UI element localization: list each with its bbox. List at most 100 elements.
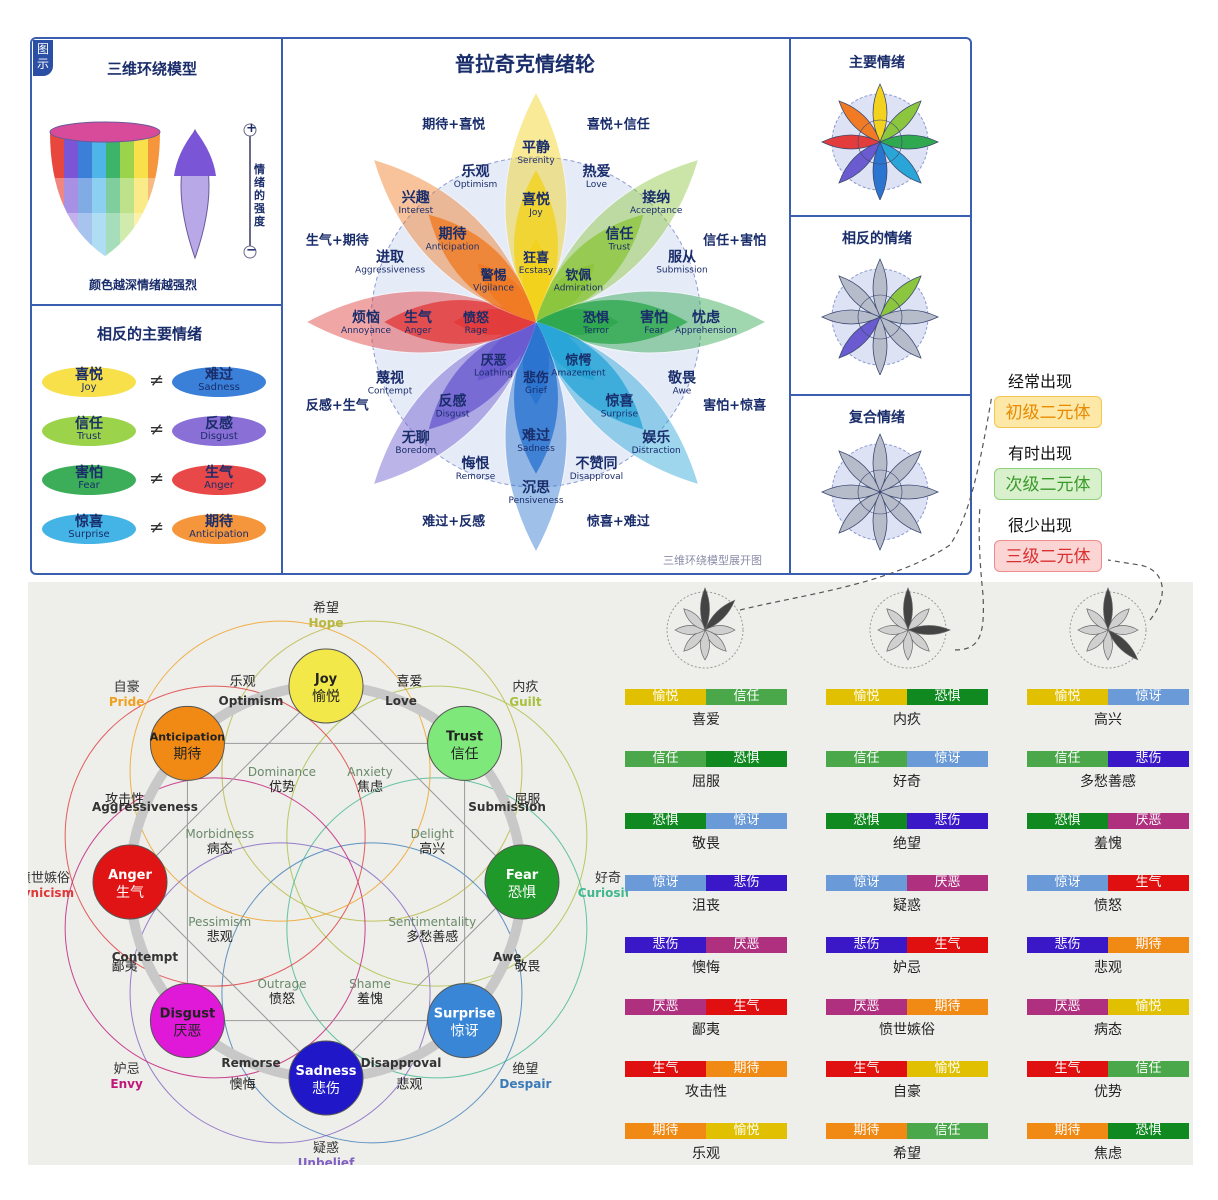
- emotion-chip: 厌恶: [1108, 813, 1189, 829]
- emotion-node-en: Fear: [506, 868, 539, 883]
- mini-petal: [879, 141, 922, 184]
- dyad-name: 喜爱: [692, 712, 720, 728]
- wheel-label-cn: 蔑视: [376, 369, 404, 386]
- wheel-label-cn: 烦恼: [352, 309, 380, 326]
- emotion-chip: 愉悦: [907, 1061, 988, 1077]
- dyad-pair-bar: 惊讶 生气: [1027, 875, 1189, 891]
- secondary-dyad-cn: 羞愧: [357, 991, 383, 1007]
- emotion-cn: 生气: [205, 465, 233, 481]
- tertiary-dyad-cn: 希望: [313, 600, 339, 616]
- dyad-name: 高兴: [1094, 712, 1122, 728]
- primary-dyad-cn: 敬畏: [514, 958, 540, 974]
- primary-dyad-en: Optimism: [219, 694, 284, 708]
- mini-petal: [879, 309, 939, 325]
- dyad-pair-bar: 信任 惊讶: [826, 751, 988, 767]
- emotion-cn: 害怕: [75, 465, 103, 481]
- dyad-name: 焦虑: [1094, 1146, 1122, 1162]
- wheel-label-en: Serenity: [517, 156, 555, 166]
- model3d-title: 三维环绕模型: [107, 60, 198, 78]
- wheel-label-en: Amazement: [551, 368, 606, 378]
- tertiary-dyad-circle: [286, 685, 588, 987]
- wheel-label-en: Admiration: [554, 284, 603, 294]
- emotion-chip: 恐惧: [625, 813, 706, 829]
- emotion-chip: 惊讶: [706, 813, 787, 829]
- emotion-node-cn: 生气: [116, 885, 144, 901]
- emotion-node-cn: 厌恶: [173, 1024, 201, 1040]
- emotion-chip: 惊讶: [907, 751, 988, 767]
- not-equal-sign: ≠: [149, 468, 165, 489]
- dyad-name: 内疚: [893, 712, 921, 728]
- secondary-dyad-cn: 高兴: [419, 841, 445, 857]
- dyad-pair-bar: 厌恶 生气: [625, 999, 787, 1015]
- dyad-name: 绝望: [893, 836, 921, 852]
- mini-ring: [857, 119, 903, 165]
- emotion-chip: 悲伤: [1027, 937, 1108, 953]
- petal-inner: [536, 322, 595, 381]
- dyad-name: 多愁善感: [1080, 774, 1136, 790]
- emotion-chip: 惊讶: [1108, 689, 1189, 705]
- mini-petal: [821, 134, 881, 150]
- dyad-pair-bar: 信任 悲伤: [1027, 751, 1189, 767]
- emotion-chip: 期待: [1027, 1123, 1108, 1139]
- emotion-chip: 恐惧: [1108, 1123, 1189, 1139]
- secondary-dyad-cn: 病态: [207, 842, 233, 857]
- emotion-chip: 期待: [625, 1123, 706, 1139]
- tertiary-dyad-en: Guilt: [509, 695, 542, 709]
- wheel-label-cn: 敬畏: [667, 369, 697, 386]
- emotion-chip: 期待: [706, 1061, 787, 1077]
- wheel-label-cn: 娱乐: [642, 429, 670, 446]
- emotion-cn: 难过: [205, 367, 233, 383]
- emotion-chip: 恐惧: [1027, 813, 1108, 829]
- panel-compound-title: 复合情绪: [849, 410, 905, 426]
- dyad-level-tag: 次级二元体: [994, 468, 1102, 500]
- wheel-label-cn: 警惕: [481, 268, 507, 284]
- mini-petal: [872, 83, 888, 143]
- emotion-en: Joy: [81, 382, 97, 393]
- emotion-node-en: Trust: [446, 729, 483, 744]
- primary-dyad-en: Submission: [468, 800, 546, 814]
- tertiary-dyad-en: Pride: [109, 695, 145, 709]
- fan-petal: [907, 608, 930, 631]
- emotion-chip: 愉悦: [625, 689, 706, 705]
- dyad-pair-bar: 恐惧 悲伤: [826, 813, 988, 829]
- opposite-emotion-oval: 期待 Anticipation: [172, 514, 266, 544]
- emotion-node: [427, 705, 503, 781]
- opposite-emotion-oval: 难过 Sadness: [172, 367, 266, 397]
- wheel-label-cn: 热爱: [582, 163, 610, 180]
- wheel-label-en: Loathing: [474, 368, 513, 378]
- wheel-label-en: Pensiveness: [508, 496, 563, 506]
- dyad-name: 乐观: [692, 1146, 720, 1162]
- emotion-chip: 信任: [706, 689, 787, 705]
- fan-petal: [886, 608, 909, 631]
- wheel-label-cn: 害怕: [640, 309, 668, 326]
- emotion-chip: 厌恶: [706, 937, 787, 953]
- wheel-label-en: Love: [586, 180, 608, 190]
- mini-petal: [872, 491, 888, 551]
- primary-dyad-en: Awe: [493, 950, 522, 964]
- secondary-dyad-cn: 焦虑: [357, 780, 383, 795]
- emotion-chip: 恐惧: [826, 813, 907, 829]
- primary-dyad-cn: 悲观: [396, 1076, 422, 1092]
- dyad-name: 优势: [1094, 1084, 1122, 1100]
- tertiary-dyad-cn: 妒忌: [114, 1062, 140, 1077]
- emotion-chip: 愉悦: [1108, 999, 1189, 1015]
- opposite-emotion-oval: 害怕 Fear: [42, 465, 136, 495]
- tertiary-dyad-cn: 愤世嫉俗: [28, 871, 70, 886]
- secondary-dyad-line: [325, 881, 523, 1079]
- wheel-label-cn: 服从: [668, 250, 696, 266]
- dyad-pair-bar: 愉悦 惊讶: [1027, 689, 1189, 705]
- plus-icon: +: [246, 121, 257, 136]
- wheel-label-en: Rage: [465, 326, 488, 336]
- mini-petal: [838, 450, 881, 493]
- wheel-label-cn: 不赞同: [575, 455, 617, 472]
- dyad-pair-bar: 生气 愉悦: [826, 1061, 988, 1077]
- emotion-chip: 信任: [826, 751, 907, 767]
- dyad-pair-bar: 悲伤 期待: [1027, 937, 1189, 953]
- emotion-chip: 愉悦: [1027, 689, 1108, 705]
- emotion-node-en: Anger: [108, 868, 152, 883]
- wheel-combo-label: 反感+生气: [306, 397, 369, 413]
- tertiary-dyad-circle: [64, 777, 366, 1079]
- emotion-chip: 悲伤: [826, 937, 907, 953]
- tertiary-dyad-en: Curiosity: [578, 886, 628, 900]
- tertiary-dyad-circle: [221, 620, 523, 922]
